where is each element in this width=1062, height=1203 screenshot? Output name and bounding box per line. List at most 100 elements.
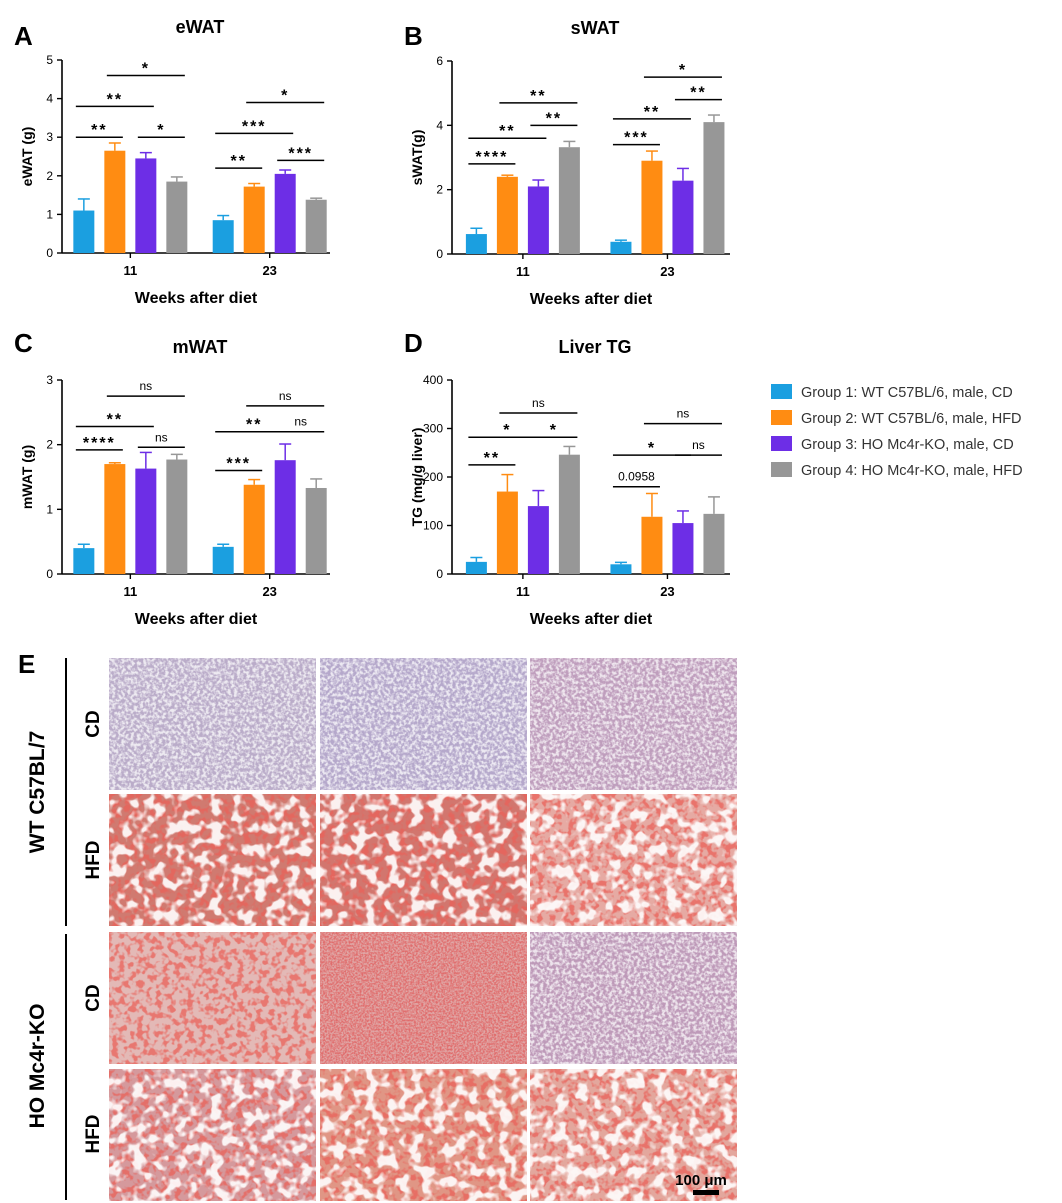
bar <box>104 464 126 574</box>
y-tick-label: 0 <box>436 567 443 581</box>
significance-label: ** <box>107 91 123 108</box>
y-axis-label: TG (mg/g liver) <box>409 428 425 527</box>
group-label-wt: WT C57BL/7 <box>26 731 49 854</box>
bar <box>527 506 549 574</box>
significance-label: * <box>142 60 150 77</box>
bar <box>274 173 296 253</box>
legend-swatch <box>771 410 792 425</box>
significance-label: ** <box>690 85 706 102</box>
y-tick-label: 0 <box>46 246 53 260</box>
bar <box>305 487 327 574</box>
significance-label: ns <box>532 396 545 410</box>
significance-label: ** <box>107 412 123 429</box>
diet-label-wt-hfd: HFD <box>83 840 104 879</box>
y-axis-label: sWAT(g) <box>409 130 425 186</box>
bar <box>212 546 234 574</box>
significance-label: **** <box>475 149 508 166</box>
significance-label: ns <box>294 415 307 429</box>
diet-label-ko-cd: CD <box>83 984 104 1011</box>
bar <box>465 234 487 254</box>
bar <box>73 210 95 253</box>
chart-title: mWAT <box>173 337 228 357</box>
histology-image <box>320 1069 527 1201</box>
significance-label: *** <box>242 118 267 135</box>
bar <box>243 186 265 253</box>
legend-swatch <box>771 384 792 399</box>
significance-label: *** <box>624 130 649 147</box>
bar <box>166 459 188 574</box>
y-tick-label: 2 <box>46 169 53 183</box>
y-tick-label: 200 <box>423 470 443 484</box>
legend-swatch <box>771 436 792 451</box>
significance-label: * <box>648 440 656 457</box>
x-tick-label: 11 <box>123 584 137 599</box>
panel-letter-d: D <box>404 328 423 358</box>
significance-label: ** <box>546 110 562 127</box>
y-tick-label: 2 <box>46 438 53 452</box>
panel-letter-e: E <box>18 649 35 679</box>
panel-letter-b: B <box>404 21 423 51</box>
diet-label-wt-cd: CD <box>83 710 104 737</box>
bar <box>558 454 580 574</box>
x-tick-label: 23 <box>262 584 276 599</box>
x-axis-label: Weeks after diet <box>530 291 653 308</box>
panel-letter-c: C <box>14 328 33 358</box>
bar <box>135 468 157 574</box>
y-tick-label: 1 <box>46 502 53 516</box>
significance-label: *** <box>288 145 313 162</box>
histology-image <box>530 794 737 926</box>
y-tick-label: 4 <box>436 118 443 132</box>
significance-label: ** <box>246 417 262 434</box>
y-tick-label: 6 <box>436 54 443 68</box>
significance-label: *** <box>226 456 251 473</box>
x-tick-label: 23 <box>660 264 674 279</box>
significance-label: * <box>550 422 558 439</box>
significance-label: ns <box>279 389 292 403</box>
y-tick-label: 100 <box>423 519 443 533</box>
legend-label: Group 1: WT C57BL/6, male, CD <box>801 385 1013 401</box>
x-axis-label: Weeks after diet <box>135 611 258 628</box>
y-tick-label: 4 <box>46 92 53 106</box>
significance-label: ** <box>644 104 660 121</box>
y-tick-label: 3 <box>46 373 53 387</box>
bar <box>672 523 694 574</box>
y-tick-label: 2 <box>436 183 443 197</box>
bar <box>610 564 632 574</box>
y-axis-label: mWAT (g) <box>19 445 35 509</box>
histology-image <box>530 932 737 1064</box>
significance-label: 0.0958 <box>618 470 655 484</box>
significance-label: * <box>157 122 165 139</box>
diet-label-ko-hfd: HFD <box>83 1114 104 1153</box>
bar <box>305 199 327 253</box>
significance-label: ** <box>499 123 515 140</box>
histology-image <box>109 932 316 1064</box>
histology-image <box>109 794 316 926</box>
significance-label: **** <box>83 435 116 452</box>
y-tick-label: 0 <box>46 567 53 581</box>
chart-liver-tg: Liver TG TG (mg/g liver) 0 100 200 300 400 11 23… <box>409 337 730 628</box>
bar <box>465 561 487 574</box>
chart-title: sWAT <box>571 18 620 38</box>
y-tick-label: 3 <box>46 130 53 144</box>
bar <box>496 176 518 254</box>
bar <box>703 122 725 254</box>
bar <box>703 513 725 574</box>
bar <box>641 516 663 574</box>
legend-label: Group 4: HO Mc4r-KO, male, HFD <box>801 463 1023 479</box>
significance-label: ** <box>230 153 246 170</box>
bar <box>610 241 632 254</box>
significance-label: ** <box>484 450 500 467</box>
scale-bar-label: 100 μm <box>675 1172 727 1189</box>
significance-label: * <box>503 422 511 439</box>
histology-panel: WT C57BL/7 HO Mc4r-KO CD HFD CD HFD 100 … <box>26 658 737 1201</box>
bar <box>104 150 126 253</box>
y-tick-label: 300 <box>423 422 443 436</box>
bar <box>73 548 95 574</box>
bar <box>496 491 518 574</box>
histology-image <box>530 658 737 790</box>
x-tick-label: 23 <box>660 584 674 599</box>
bar <box>672 180 694 254</box>
